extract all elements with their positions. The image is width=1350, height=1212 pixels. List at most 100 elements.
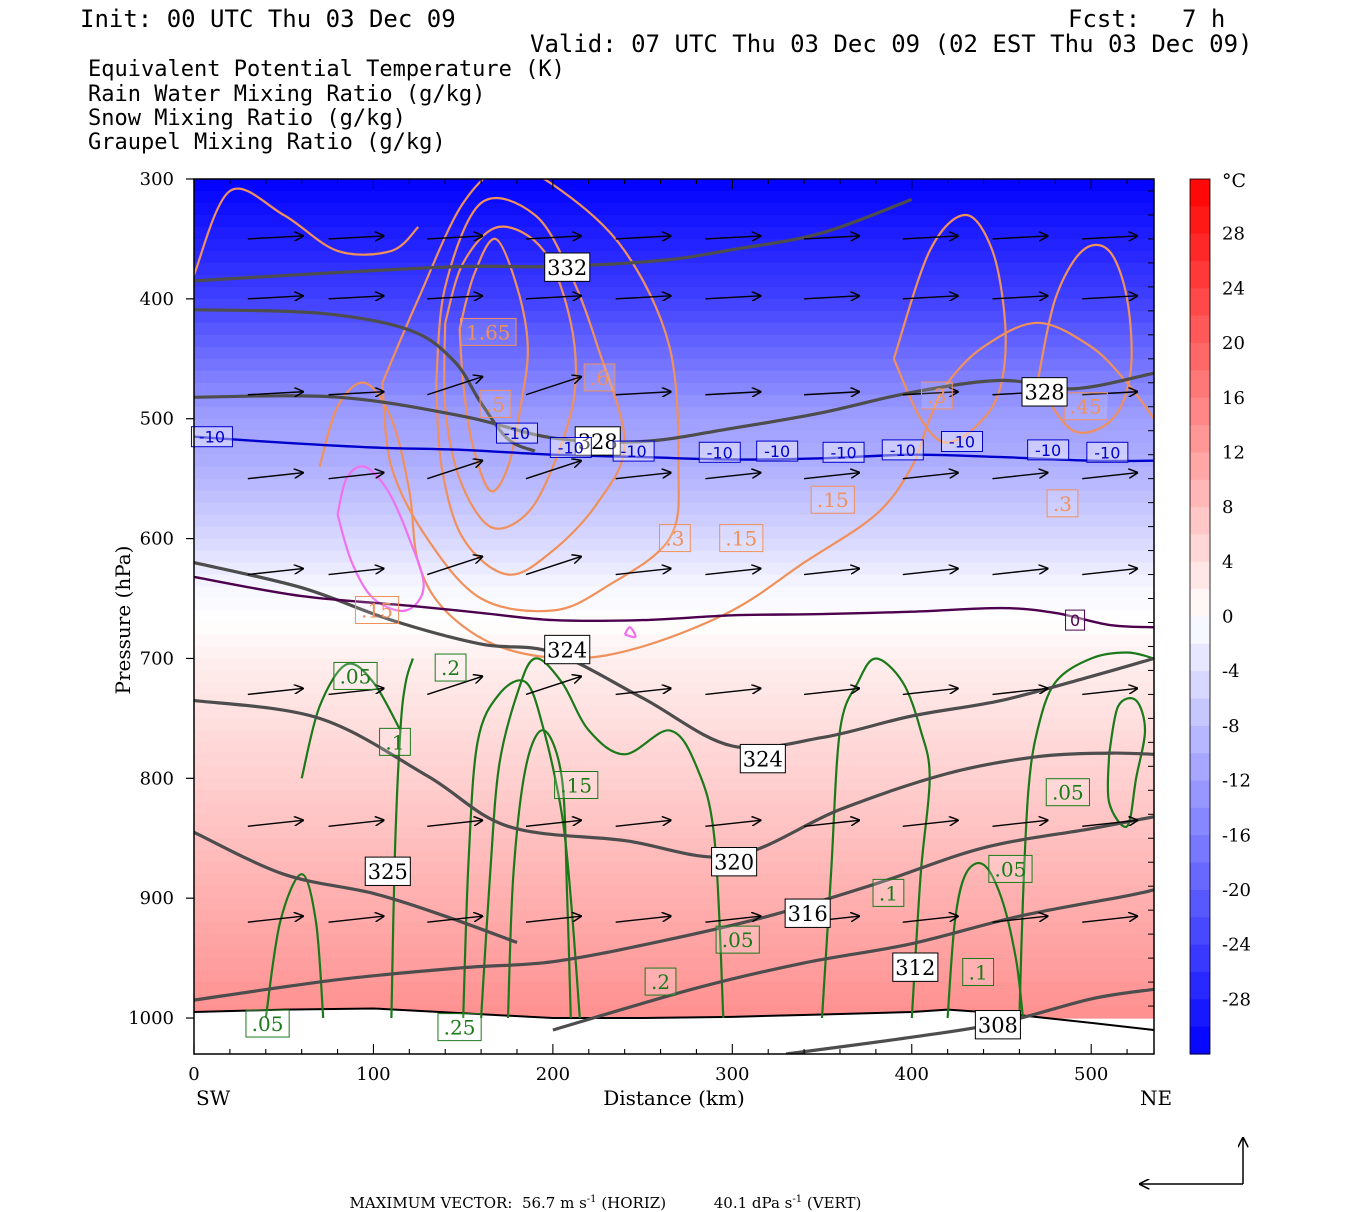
temp-band <box>194 514 1154 528</box>
isotherm-label-box <box>1086 441 1129 463</box>
wind-vector <box>902 392 958 395</box>
temp-band <box>194 346 1154 360</box>
temp-band <box>194 922 1154 935</box>
wind-vector <box>615 916 671 923</box>
isotherm-label-box <box>612 440 655 462</box>
colorbar-tick-label: 4 <box>1222 552 1233 573</box>
temp-band <box>194 526 1154 540</box>
contour-label-text: .15 <box>817 488 849 512</box>
isotherm-label-text: -10 <box>558 438 584 457</box>
temp-band <box>194 250 1154 264</box>
contour-label-text: .1 <box>385 730 404 754</box>
wind-vector <box>247 916 303 923</box>
colorbar-cell <box>1190 835 1210 864</box>
isotherm-label: -10 <box>941 431 983 452</box>
colorbar-cell <box>1190 315 1210 344</box>
x-tick-label: 100 <box>356 1064 390 1085</box>
y-tick-label: 800 <box>140 768 174 789</box>
colorbar-cell <box>1190 643 1210 672</box>
valid-time: Valid: 07 UTC Thu 03 Dec 09 (02 EST Thu … <box>530 30 1253 58</box>
contour-label-text: 332 <box>547 256 587 280</box>
colorbar-cell <box>1190 206 1210 235</box>
contour-label-box <box>459 317 517 346</box>
contour-label-text: .45 <box>1070 395 1102 419</box>
x-axis-title: Distance (km) <box>603 1086 745 1110</box>
init-time: Init: 00 UTC Thu 03 Dec 09 <box>80 5 456 33</box>
colorbar-cell <box>1190 1026 1210 1055</box>
wind-vector <box>992 688 1048 696</box>
colorbar-tick-label: 12 <box>1222 442 1245 463</box>
temp-band <box>194 946 1154 959</box>
isotherm-label: -10 <box>756 440 799 462</box>
temp-band <box>194 742 1154 755</box>
contour-label-text: 1.65 <box>466 320 511 344</box>
contour-label: .05 <box>715 925 760 954</box>
colorbar-cell <box>1190 999 1210 1028</box>
temp-band <box>194 238 1154 252</box>
wind-vector <box>328 236 384 239</box>
wind-vector <box>804 473 859 480</box>
wind-vector <box>705 688 760 696</box>
contour-324 <box>194 561 1154 750</box>
y-tick-label: 1000 <box>128 1008 174 1029</box>
contour-325 <box>194 830 518 945</box>
contour-label: 316 <box>784 898 831 928</box>
colorbar-cell <box>1190 534 1210 563</box>
isotherm--10 <box>194 435 1154 463</box>
colorbar-cell <box>1190 862 1210 891</box>
contour-label: .3 <box>658 524 691 553</box>
temp-band <box>194 550 1154 564</box>
temp-band <box>194 778 1154 791</box>
isotherm-label-text: -10 <box>621 442 647 461</box>
wind-vector <box>992 916 1048 923</box>
colorbar-cell <box>1190 616 1210 645</box>
wind-vector <box>328 820 384 827</box>
wind-vector <box>328 916 384 923</box>
legend-graupel: Graupel Mixing Ratio (g/kg) <box>88 130 446 155</box>
isotherm-label: -10 <box>549 436 592 458</box>
y-axis-title: Pressure (hPa) <box>111 546 135 695</box>
isotherm-label: -10 <box>495 422 538 444</box>
wind-vector <box>804 820 859 827</box>
contour-328 <box>194 371 1154 444</box>
colorbar-cell <box>1190 233 1210 262</box>
wind-vector <box>902 916 958 923</box>
temp-band <box>194 934 1154 947</box>
temp-band <box>194 310 1154 324</box>
contour-r1 <box>820 657 931 1019</box>
wind-vector <box>247 236 303 239</box>
temp-band <box>194 814 1154 827</box>
contour-label: .1 <box>872 878 905 907</box>
isotherm-label-box <box>941 431 983 452</box>
temp-band <box>194 886 1154 899</box>
wind-vector <box>992 473 1048 480</box>
contour-label-text: .25 <box>444 1016 476 1040</box>
isotherm-label-text: -10 <box>504 424 530 443</box>
wind-vector <box>247 688 303 696</box>
contours <box>194 179 1154 1054</box>
legend-theta-e: Equivalent Potential Temperature (K) <box>88 57 565 82</box>
contour-label-text: 325 <box>368 860 408 884</box>
wind-vector <box>1082 236 1137 239</box>
forecast-label: Fcst: <box>1068 5 1141 33</box>
contour-label-box <box>810 485 855 514</box>
x-end-left-label: SW <box>196 1086 231 1110</box>
temp-band <box>194 334 1154 348</box>
colorbar-tick-label: 20 <box>1222 333 1245 354</box>
contour-label: .15 <box>810 485 855 514</box>
wind-vector <box>992 569 1048 576</box>
contour-label: 312 <box>892 952 939 982</box>
wind-vector <box>247 820 303 827</box>
wind-vector <box>804 296 859 299</box>
contour-label-text: .2 <box>651 970 670 994</box>
footer-vert-value: 40.1 dPa s <box>713 1194 793 1212</box>
wind-vector <box>1082 916 1137 923</box>
contour-label-text: .05 <box>722 928 754 952</box>
contour-label-box <box>974 1010 1021 1040</box>
forecast-hours: 7 h <box>1182 5 1226 33</box>
wind-vector <box>804 569 859 576</box>
colorbar-cell <box>1190 971 1210 1000</box>
contour-label-box <box>1046 489 1079 518</box>
colorbar-cell <box>1190 179 1210 207</box>
